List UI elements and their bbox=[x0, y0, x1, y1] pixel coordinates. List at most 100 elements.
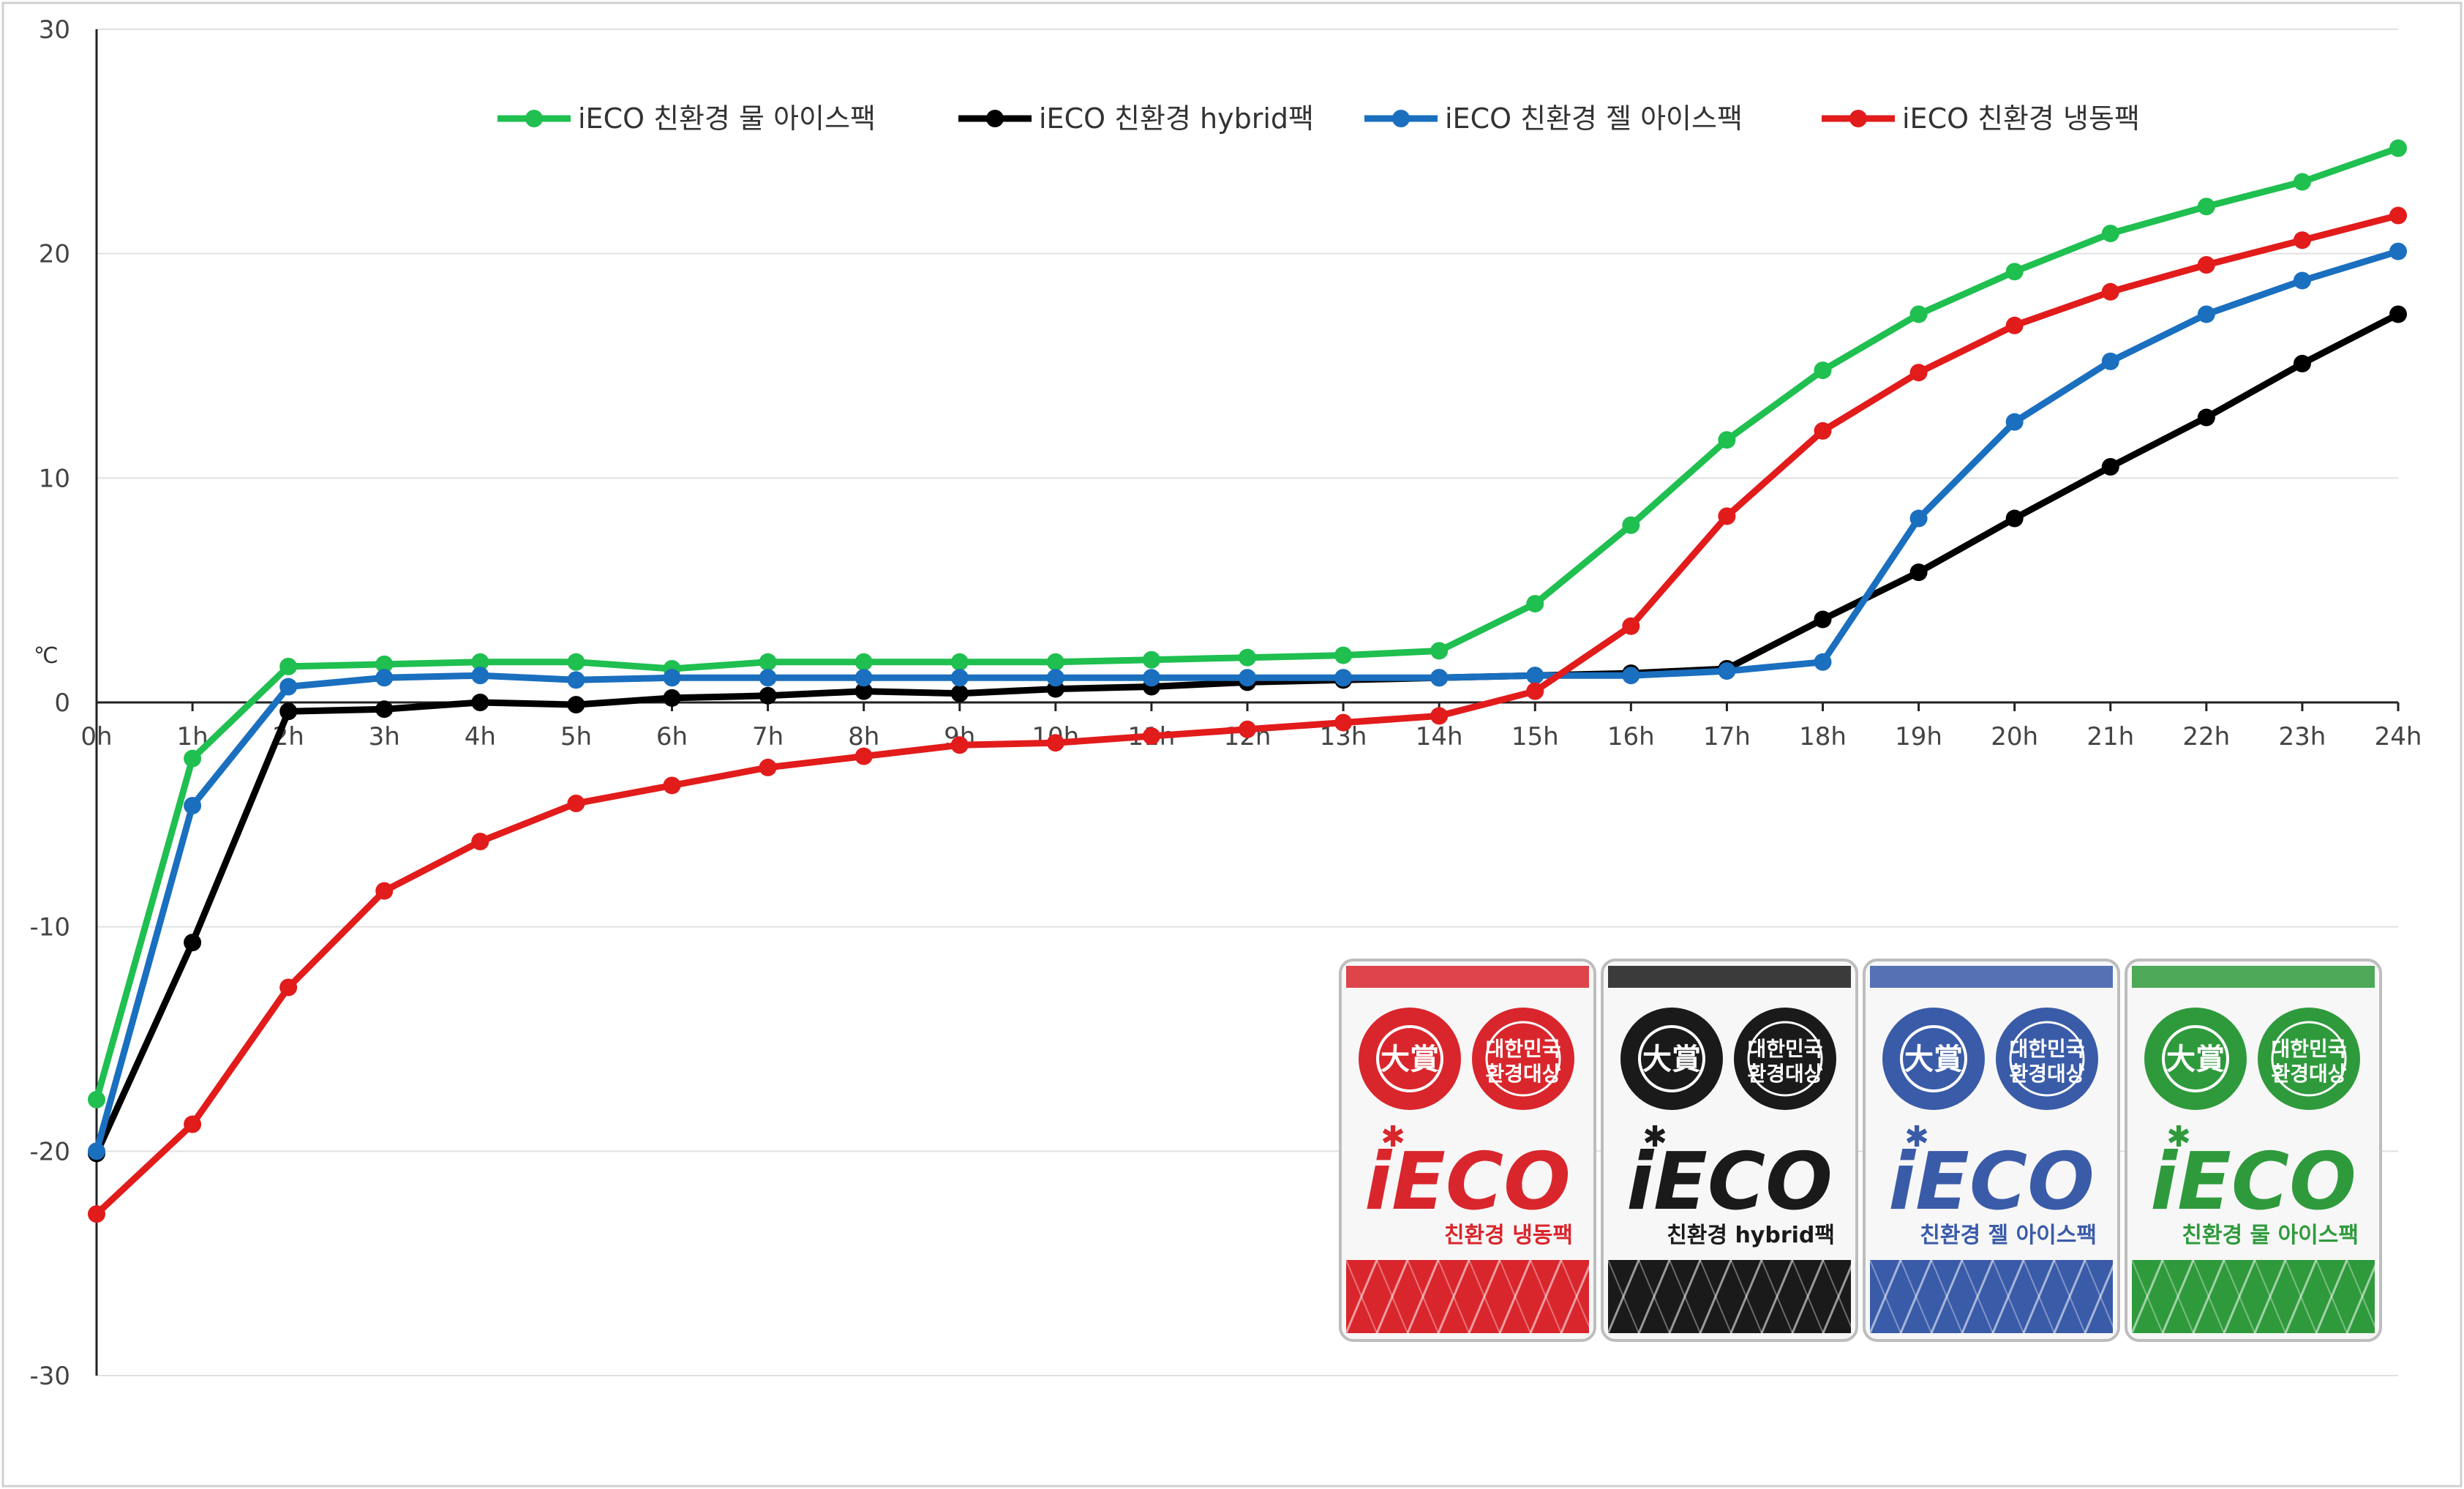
pack-pattern-line bbox=[2084, 1259, 2117, 1334]
award-seal-text: 대한민국 bbox=[2271, 1037, 2346, 1061]
award-seal bbox=[1359, 1008, 1461, 1110]
award-seal-text: 대한민국 bbox=[1747, 1037, 1822, 1061]
pack-bottom-band bbox=[1346, 1260, 1589, 1333]
pack-pattern-line bbox=[2345, 1259, 2379, 1334]
pack-product-name: 친환경 젤 아이스팩 bbox=[1920, 1223, 2097, 1248]
data-point bbox=[1526, 595, 1544, 613]
data-point bbox=[1142, 727, 1160, 745]
data-point bbox=[1718, 507, 1736, 525]
x-tick-label: 6h bbox=[656, 722, 688, 751]
data-point bbox=[1526, 682, 1544, 700]
data-point bbox=[1718, 662, 1736, 680]
pack-pattern-line bbox=[1961, 1259, 1994, 1334]
award-seal-text: 大賞 bbox=[1381, 1042, 1439, 1076]
data-point bbox=[1430, 642, 1449, 660]
award-seal-text: 대한민국 bbox=[2009, 1037, 2084, 1061]
award-seal-ring bbox=[2271, 1021, 2347, 1097]
legend-label: iECO 친환경 hybrid팩 bbox=[1039, 102, 1314, 135]
legend-marker bbox=[525, 110, 543, 127]
pack-pattern-line bbox=[1822, 1259, 1855, 1334]
pack-pattern-line bbox=[1376, 1259, 1408, 1334]
pack-pattern-line bbox=[2053, 1259, 2086, 1334]
award-seal-ring bbox=[1485, 1021, 1561, 1097]
x-tick-label: 23h bbox=[2279, 722, 2326, 751]
data-point bbox=[854, 669, 873, 687]
data-point bbox=[854, 747, 873, 765]
pack-pattern-line bbox=[1669, 1259, 1701, 1334]
data-point bbox=[279, 678, 298, 696]
pack-pattern-line bbox=[1406, 1259, 1440, 1334]
pack-pattern-line bbox=[1407, 1259, 1439, 1334]
award-seal-ring bbox=[2009, 1021, 2085, 1097]
data-point bbox=[88, 1090, 105, 1109]
pack-pattern-line bbox=[1869, 1259, 1901, 1334]
data-point bbox=[1622, 667, 1640, 685]
x-tick-label: 5h bbox=[560, 722, 592, 751]
legend-marker bbox=[986, 110, 1004, 127]
pack-pattern-line bbox=[1438, 1259, 1470, 1334]
data-point bbox=[184, 749, 202, 768]
data-point bbox=[1142, 669, 1160, 687]
pack-pattern-line bbox=[2346, 1259, 2378, 1334]
pack-pattern-line bbox=[1668, 1259, 1702, 1334]
pack-pattern-line bbox=[2084, 1259, 2116, 1334]
x-tick-label: 19h bbox=[1895, 722, 1942, 751]
data-point bbox=[2005, 263, 2024, 281]
x-tick-labels: 0h1h2h3h4h5h6h7h8h9h10h11h12h13h14h15h16… bbox=[80, 722, 2422, 751]
x-tick-label: 24h bbox=[2375, 722, 2422, 751]
legend-label: iECO 친환경 냉동팩 bbox=[1902, 102, 2140, 135]
data-point bbox=[1909, 563, 1928, 582]
pack-pattern-line bbox=[2254, 1259, 2286, 1334]
pack-pattern-line bbox=[1498, 1259, 1532, 1334]
data-point bbox=[1718, 431, 1736, 449]
data-point bbox=[663, 776, 681, 795]
pack-pattern-line bbox=[2223, 1259, 2255, 1334]
data-point bbox=[1239, 648, 1256, 667]
data-point bbox=[184, 1115, 202, 1133]
pack-bottom-band bbox=[1608, 1260, 1851, 1333]
legend-marker bbox=[1849, 110, 1867, 127]
series-group bbox=[88, 139, 2407, 1223]
pack-pattern-line bbox=[1961, 1259, 1994, 1334]
pack-brand-logo: iECO bbox=[1626, 1136, 1833, 1228]
y-tick-label: 0 bbox=[54, 689, 70, 718]
data-point bbox=[854, 682, 873, 700]
pack-pattern-line bbox=[2193, 1259, 2225, 1334]
pack-bottom-band bbox=[1870, 1260, 2113, 1333]
data-point bbox=[950, 736, 969, 754]
brand-star-icon: ✱ bbox=[1904, 1120, 1929, 1154]
pack-pattern-line bbox=[1468, 1259, 1501, 1334]
y-unit-label: ℃ bbox=[34, 643, 59, 669]
data-point bbox=[1334, 713, 1353, 732]
data-point bbox=[88, 1142, 105, 1160]
data-point bbox=[2101, 352, 2119, 370]
data-point bbox=[1909, 305, 1928, 323]
x-tick-label: 4h bbox=[465, 722, 496, 751]
award-seal bbox=[1620, 1008, 1723, 1110]
legend: iECO 친환경 물 아이스팩 iECO 친환경 hybrid팩 iECO 친환경 … bbox=[497, 102, 2140, 135]
pack-pattern-line bbox=[1437, 1259, 1470, 1334]
data-point bbox=[1526, 667, 1544, 685]
y-tick-label: -30 bbox=[29, 1362, 70, 1391]
pack-pattern-line bbox=[1499, 1259, 1531, 1334]
x-tick-label: 18h bbox=[1799, 722, 1847, 751]
data-point bbox=[950, 653, 969, 671]
data-point bbox=[1622, 516, 1640, 534]
data-point bbox=[2389, 242, 2407, 260]
data-point bbox=[279, 702, 298, 721]
data-point bbox=[567, 671, 585, 689]
y-tick-label: -10 bbox=[29, 913, 70, 942]
pack-pattern-line bbox=[2315, 1259, 2348, 1334]
pack-pattern-line bbox=[2253, 1259, 2287, 1334]
pack-pattern-line bbox=[2285, 1259, 2317, 1334]
x-tick-label: 7h bbox=[752, 722, 784, 751]
pack-pattern-line bbox=[1760, 1259, 1794, 1334]
legend-item: iECO 친환경 물 아이스팩 bbox=[497, 102, 876, 135]
award-seal-ring bbox=[1900, 1025, 1967, 1092]
data-point bbox=[2101, 225, 2119, 243]
pack-pattern-line bbox=[2284, 1259, 2318, 1334]
data-point bbox=[375, 655, 394, 673]
data-point bbox=[2293, 271, 2311, 290]
x-tick-label: 22h bbox=[2182, 722, 2230, 751]
